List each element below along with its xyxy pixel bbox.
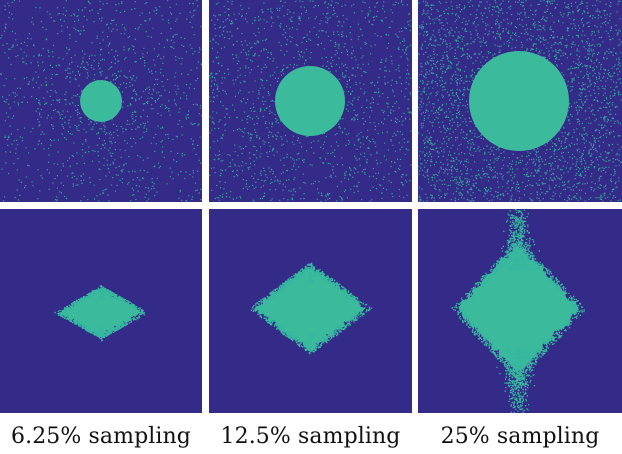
sampling-disc xyxy=(275,66,345,136)
caption-12-5-sampling: 12.5% sampling xyxy=(220,424,401,449)
diamond-edge-noise xyxy=(250,262,373,355)
speckle-noise xyxy=(209,0,412,202)
panel-bottom-12-5 xyxy=(209,209,412,413)
panel-top-25 xyxy=(418,0,622,202)
speckle-noise xyxy=(418,0,622,202)
panel-bottom-6-25 xyxy=(0,209,202,413)
sampling-diamond xyxy=(455,244,579,377)
sampling-disc xyxy=(80,80,122,122)
panel-bottom-25 xyxy=(418,209,622,413)
panel-top-6-25 xyxy=(0,0,202,202)
caption-6-25-sampling: 6.25% sampling xyxy=(11,424,191,449)
diamond-edge-noise xyxy=(451,209,585,413)
panel-top-12-5 xyxy=(209,0,412,202)
caption-25-sampling: 25% sampling xyxy=(440,424,600,449)
sampling-disc xyxy=(469,51,569,151)
diamond-edge-noise xyxy=(54,285,145,342)
